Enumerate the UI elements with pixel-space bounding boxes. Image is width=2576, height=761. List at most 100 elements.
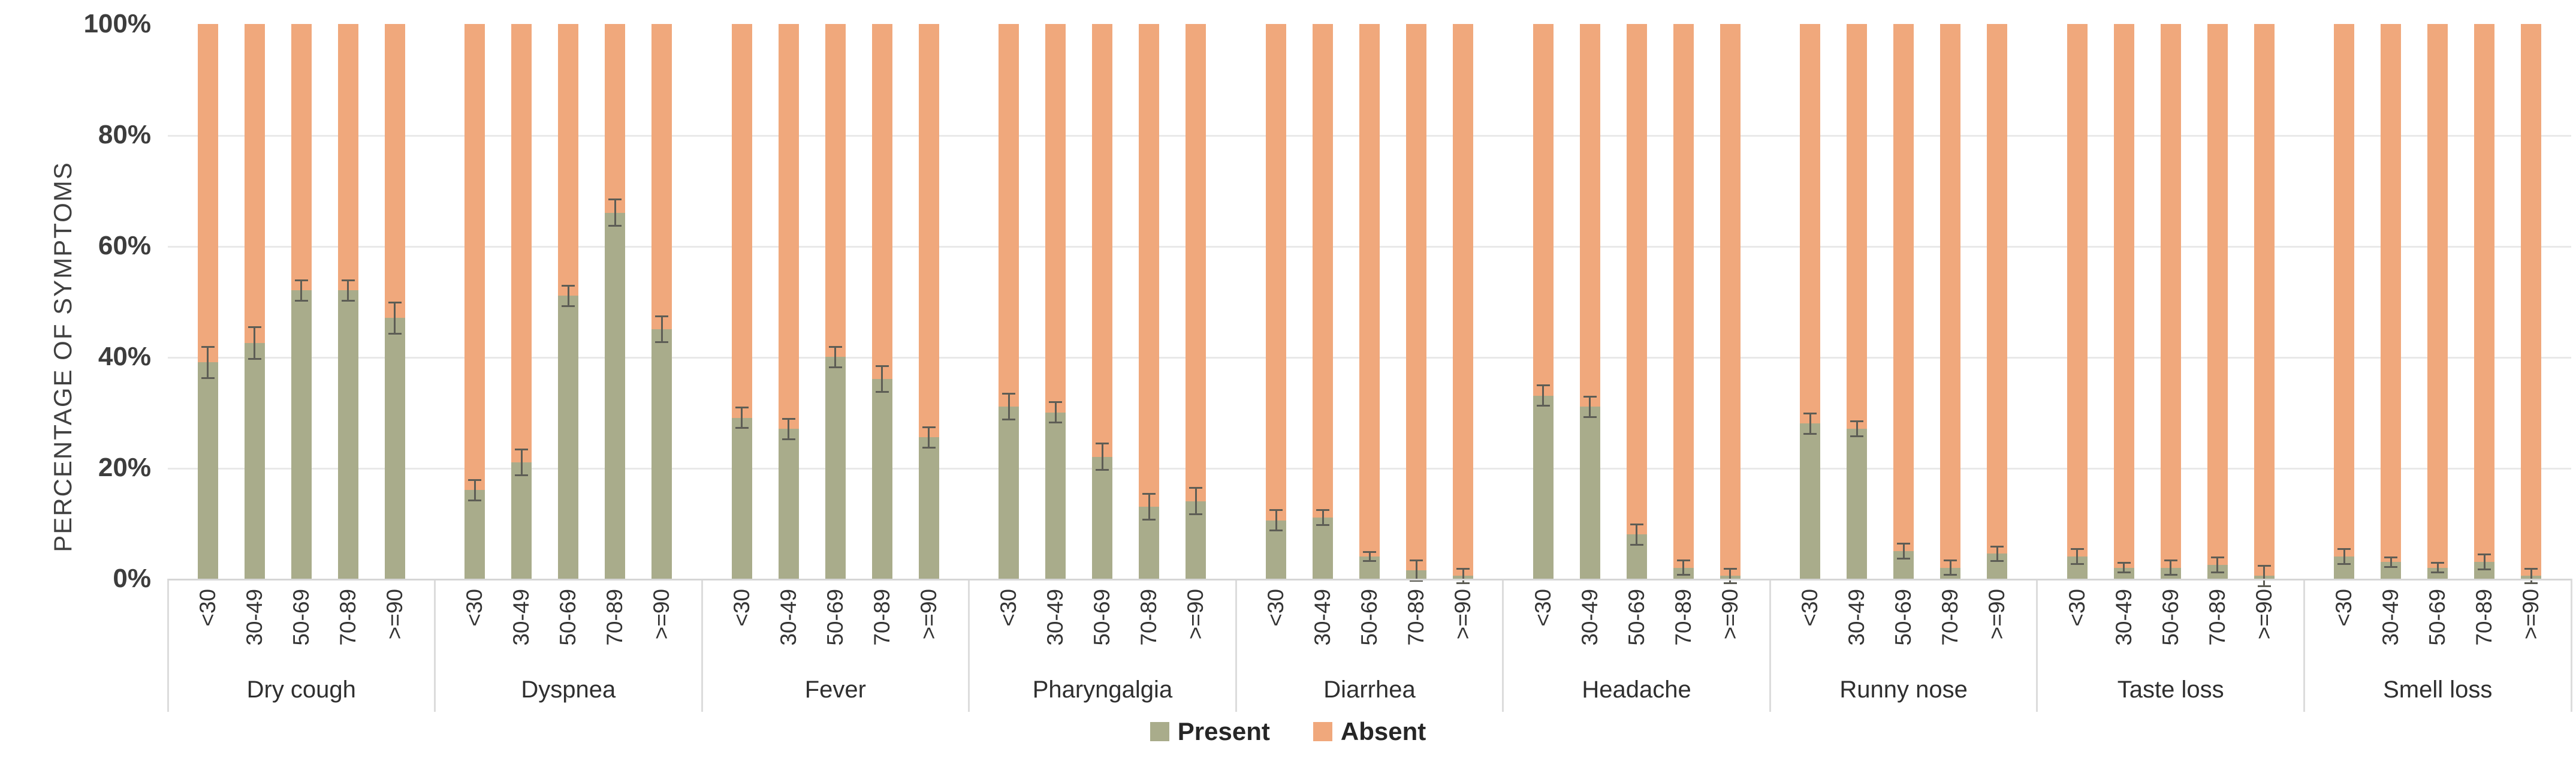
error-bar-cap: [2384, 566, 2398, 568]
error-bar-cap: [1002, 419, 1016, 421]
y-tick-label: 20%: [98, 453, 151, 482]
error-bar: [1542, 384, 1545, 407]
error-bar-cap: [1269, 530, 1283, 532]
bar-absent: [2207, 24, 2228, 565]
error-bar-cap: [341, 299, 355, 302]
error-bar-cap: [655, 315, 669, 317]
error-bar-cap: [1142, 518, 1156, 521]
bar-present: [2113, 567, 2134, 579]
category-separator: [1502, 579, 1504, 712]
bar-absent: [778, 24, 799, 429]
error-bar: [1856, 420, 1858, 438]
age-tick-label: <30: [1530, 589, 1555, 627]
error-bar: [1682, 559, 1685, 576]
error-bar-cap: [468, 479, 482, 481]
bar-present: [337, 290, 358, 579]
error-bar-cap: [782, 438, 795, 440]
error-bar: [928, 426, 930, 449]
error-bar: [1054, 401, 1057, 423]
error-bar: [2343, 548, 2345, 565]
bar-present: [778, 429, 799, 579]
error-bar: [520, 448, 523, 476]
bar-absent: [1720, 24, 1741, 576]
error-bar-cap: [1897, 542, 1911, 545]
error-bar: [2436, 562, 2439, 573]
category-separator: [167, 579, 169, 712]
age-tick-label: 50-69: [1624, 589, 1649, 646]
error-bar: [1729, 567, 1732, 585]
bar-absent: [731, 24, 752, 418]
age-tick-label: 30-49: [242, 589, 267, 646]
bar-absent: [2067, 24, 2088, 557]
age-tick-label: 70-89: [1404, 589, 1428, 646]
error-bar-cap: [1583, 395, 1597, 398]
bar-absent: [384, 24, 405, 318]
category-separator: [968, 579, 970, 712]
bar-absent: [2254, 24, 2275, 576]
error-bar: [1949, 559, 1951, 576]
legend-label: Present: [1177, 717, 1270, 745]
error-bar-cap: [1897, 557, 1911, 560]
error-bar-cap: [2117, 571, 2131, 573]
bar-present: [1313, 518, 1333, 579]
error-bar-cap: [1049, 401, 1063, 403]
error-bar-cap: [828, 345, 842, 348]
bar-absent: [511, 24, 532, 462]
age-tick-label: 70-89: [2472, 589, 2497, 646]
error-bar: [207, 345, 209, 379]
error-bar: [1809, 412, 1811, 435]
error-bar-cap: [2431, 562, 2445, 564]
error-bar: [660, 315, 663, 343]
error-bar-cap: [468, 499, 482, 501]
bar-absent: [1533, 24, 1554, 396]
age-tick-label: 30-49: [1310, 589, 1335, 646]
error-bar-cap: [1850, 435, 1864, 438]
age-tick-label: >=90: [1717, 589, 1742, 640]
category-separator: [701, 579, 703, 712]
symptom-group-label: Smell loss: [2383, 676, 2493, 703]
age-tick-label: >=90: [649, 589, 674, 640]
age-tick-label: >=90: [1984, 589, 2010, 640]
bar-absent: [1266, 24, 1286, 521]
error-bar: [473, 479, 476, 501]
error-bar-cap: [1536, 405, 1550, 407]
bar-absent: [1453, 24, 1473, 576]
error-bar-cap: [562, 284, 575, 287]
error-bar: [1368, 551, 1371, 563]
error-bar-cap: [2337, 563, 2351, 565]
bar-absent: [2521, 24, 2542, 576]
error-bar-cap: [655, 341, 669, 343]
error-bar-cap: [2070, 563, 2084, 565]
legend-swatch-absent: [1313, 722, 1332, 741]
error-bar: [614, 198, 616, 227]
error-bar-cap: [875, 365, 889, 367]
error-bar-cap: [2257, 564, 2271, 567]
bar-present: [1533, 395, 1554, 579]
error-bar-cap: [388, 301, 402, 303]
age-tick-label: 50-69: [288, 589, 313, 646]
bar-absent: [1579, 24, 1600, 407]
bar-absent: [1673, 24, 1694, 568]
age-tick-label: 70-89: [1670, 589, 1696, 646]
bar-absent: [337, 24, 358, 290]
error-bar-cap: [1676, 559, 1690, 561]
error-bar-cap: [1850, 420, 1864, 423]
age-tick-label: 30-49: [1043, 589, 1068, 646]
error-bar: [1148, 492, 1150, 521]
error-bar-cap: [1142, 492, 1156, 495]
error-bar-cap: [1189, 513, 1203, 515]
age-tick-label: 30-49: [1577, 589, 1602, 646]
error-bar-cap: [201, 377, 215, 379]
error-bar-cap: [2164, 574, 2177, 576]
symptom-group-label: Diarrhea: [1323, 676, 1416, 703]
bar-present: [1800, 423, 1821, 579]
error-bar: [1996, 545, 1998, 563]
age-tick-label: 30-49: [776, 589, 801, 646]
symptom-group-label: Runny nose: [1839, 676, 1968, 703]
age-tick-label: <30: [462, 589, 487, 627]
error-bar-cap: [1630, 543, 1643, 546]
category-separator: [1769, 579, 1771, 712]
error-bar: [834, 345, 837, 368]
age-tick-label: 30-49: [1844, 589, 1869, 646]
y-tick-label: 60%: [98, 231, 151, 260]
